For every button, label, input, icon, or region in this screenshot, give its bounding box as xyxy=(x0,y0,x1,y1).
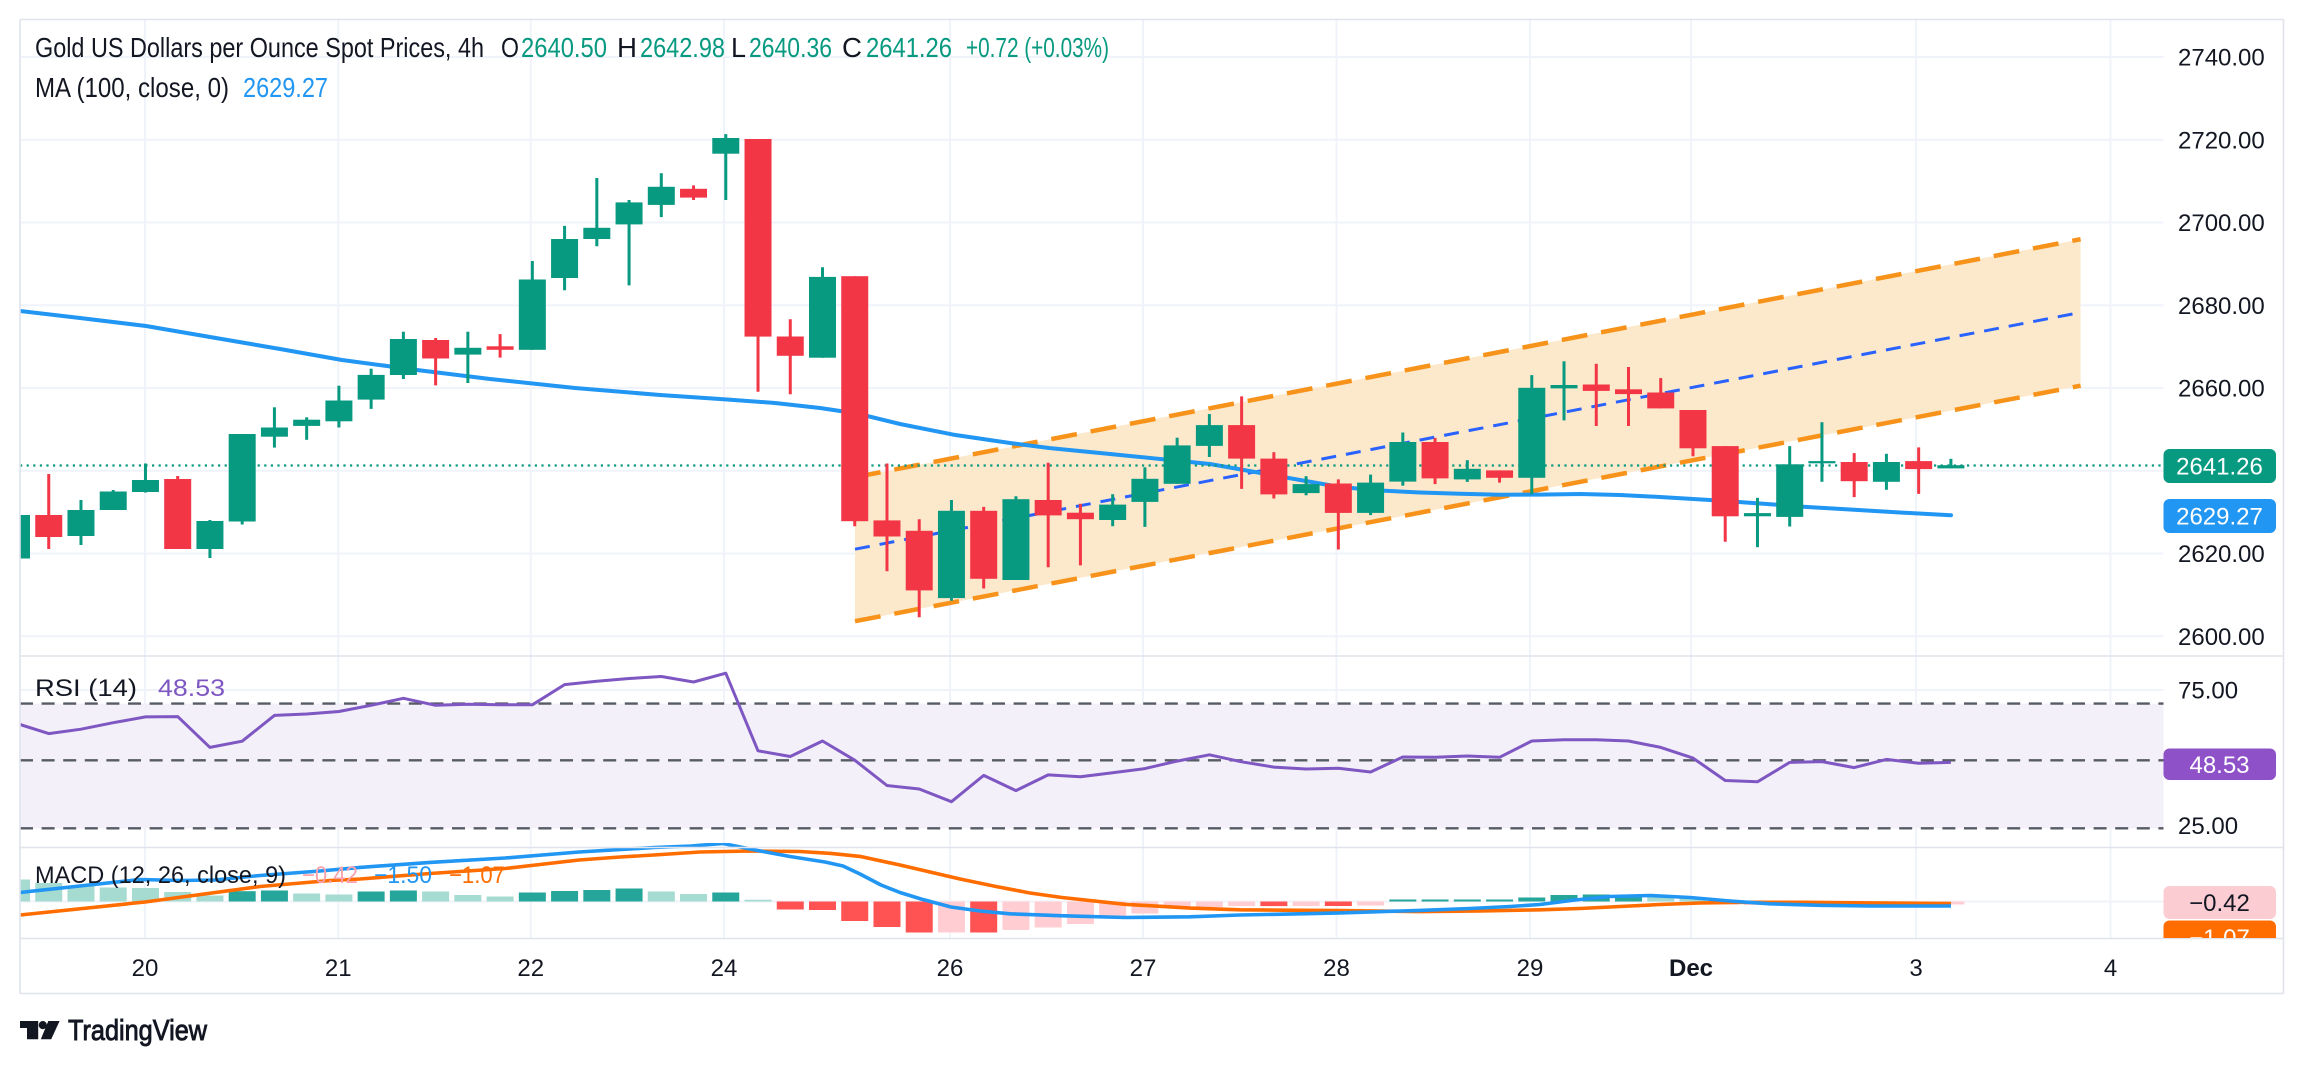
svg-text:29: 29 xyxy=(1517,955,1544,982)
svg-text:2640.50: 2640.50 xyxy=(521,32,607,63)
svg-text:2600.00: 2600.00 xyxy=(2178,624,2265,651)
svg-text:48.53: 48.53 xyxy=(158,675,225,702)
svg-text:2620.00: 2620.00 xyxy=(2178,541,2265,568)
svg-text:2629.27: 2629.27 xyxy=(243,72,328,103)
svg-text:−1.50: −1.50 xyxy=(374,862,432,889)
svg-text:2629.27: 2629.27 xyxy=(2176,504,2263,531)
svg-text:Dec: Dec xyxy=(1669,955,1713,982)
svg-text:L: L xyxy=(731,32,746,63)
svg-text:2700.00: 2700.00 xyxy=(2178,210,2265,237)
svg-text:−1.07: −1.07 xyxy=(2189,925,2250,952)
svg-text:48.53: 48.53 xyxy=(2189,752,2249,779)
svg-text:Gold US Dollars per Ounce Spot: Gold US Dollars per Ounce Spot Prices, 4… xyxy=(35,32,484,63)
svg-text:MACD (12, 26, close, 9): MACD (12, 26, close, 9) xyxy=(35,862,286,889)
svg-text:2740.00: 2740.00 xyxy=(2178,45,2265,72)
svg-text:27: 27 xyxy=(1130,955,1157,982)
svg-text:75.00: 75.00 xyxy=(2178,678,2238,705)
svg-text:4: 4 xyxy=(2104,955,2117,982)
svg-text:22: 22 xyxy=(517,955,544,982)
svg-text:26: 26 xyxy=(937,955,964,982)
svg-text:2660.00: 2660.00 xyxy=(2178,376,2265,403)
svg-text:24: 24 xyxy=(711,955,738,982)
svg-text:2640.36: 2640.36 xyxy=(749,32,832,63)
svg-text:2642.98: 2642.98 xyxy=(640,32,725,63)
svg-text:−1.07: −1.07 xyxy=(449,862,505,889)
svg-text:H: H xyxy=(617,32,637,63)
svg-text:RSI (14): RSI (14) xyxy=(35,675,137,702)
svg-text:−0.42: −0.42 xyxy=(2189,890,2250,917)
svg-text:20: 20 xyxy=(132,955,159,982)
svg-text:2641.26: 2641.26 xyxy=(2176,454,2263,481)
svg-text:2720.00: 2720.00 xyxy=(2178,127,2265,154)
svg-text:−0.42: −0.42 xyxy=(302,862,358,889)
svg-text:2641.26: 2641.26 xyxy=(866,32,952,63)
svg-text:C: C xyxy=(842,32,862,63)
svg-text:28: 28 xyxy=(1323,955,1350,982)
svg-text:+0.72 (+0.03%): +0.72 (+0.03%) xyxy=(966,32,1109,63)
svg-text:3: 3 xyxy=(1909,955,1922,982)
svg-text:2680.00: 2680.00 xyxy=(2178,293,2265,320)
svg-text:O: O xyxy=(501,32,519,63)
svg-text:TradingView: TradingView xyxy=(68,1015,208,1047)
svg-text:21: 21 xyxy=(325,955,352,982)
svg-text:MA (100, close, 0): MA (100, close, 0) xyxy=(35,72,229,103)
svg-text:25.00: 25.00 xyxy=(2178,813,2238,840)
